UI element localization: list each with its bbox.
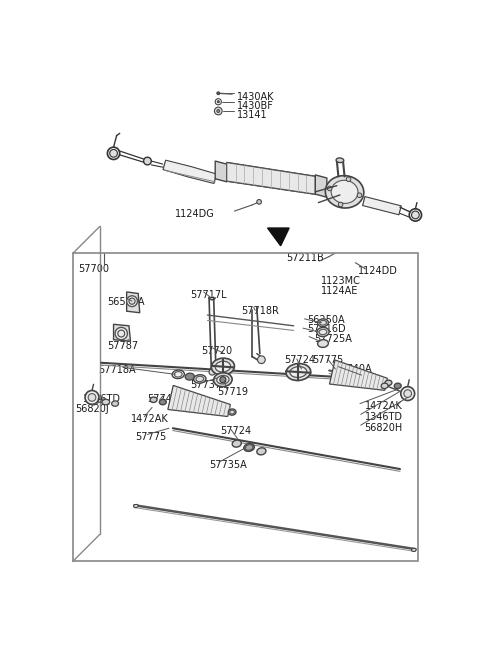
Circle shape — [357, 193, 362, 197]
Ellipse shape — [394, 383, 401, 389]
Ellipse shape — [228, 409, 236, 415]
Ellipse shape — [215, 361, 230, 372]
Ellipse shape — [112, 401, 119, 406]
Ellipse shape — [286, 363, 311, 380]
Circle shape — [217, 92, 220, 95]
Polygon shape — [215, 161, 227, 182]
Circle shape — [88, 393, 96, 401]
Text: 57775: 57775 — [312, 355, 344, 365]
Circle shape — [404, 390, 411, 397]
Circle shape — [409, 209, 421, 221]
Circle shape — [110, 149, 118, 157]
Text: 57719: 57719 — [217, 387, 248, 397]
Text: 57724: 57724 — [285, 355, 316, 365]
Ellipse shape — [150, 397, 157, 402]
Ellipse shape — [411, 548, 416, 552]
Polygon shape — [329, 360, 387, 390]
Text: 1124DG: 1124DG — [175, 209, 215, 219]
Ellipse shape — [325, 176, 364, 208]
Circle shape — [209, 369, 215, 375]
Text: 1124DD: 1124DD — [358, 265, 397, 276]
Circle shape — [144, 157, 151, 165]
Ellipse shape — [331, 180, 358, 203]
Polygon shape — [114, 324, 131, 341]
Text: 1346TD: 1346TD — [365, 412, 403, 422]
Polygon shape — [168, 386, 230, 417]
Ellipse shape — [193, 374, 206, 383]
Text: 57716D: 57716D — [308, 324, 346, 334]
Text: 1123MC: 1123MC — [321, 276, 360, 286]
Text: 57737: 57737 — [191, 380, 222, 391]
Polygon shape — [267, 228, 289, 246]
Circle shape — [129, 298, 135, 304]
Circle shape — [338, 202, 343, 207]
Circle shape — [411, 211, 419, 219]
Text: 57740A: 57740A — [147, 393, 185, 404]
Ellipse shape — [318, 319, 328, 326]
Circle shape — [215, 107, 222, 115]
Text: 57725A: 57725A — [314, 334, 352, 343]
Ellipse shape — [159, 399, 166, 405]
Circle shape — [108, 147, 120, 160]
Text: 57700: 57700 — [78, 264, 109, 275]
Ellipse shape — [185, 373, 194, 380]
Circle shape — [327, 186, 332, 191]
Circle shape — [258, 356, 265, 363]
Text: 56820H: 56820H — [365, 423, 403, 433]
Text: 57720: 57720 — [201, 346, 232, 356]
Circle shape — [401, 387, 415, 400]
Ellipse shape — [381, 383, 388, 389]
Text: 57717L: 57717L — [191, 289, 227, 300]
Text: 57740A: 57740A — [335, 364, 372, 374]
Text: 1346TD: 1346TD — [83, 393, 121, 404]
Ellipse shape — [133, 504, 138, 508]
Circle shape — [85, 391, 99, 404]
Circle shape — [217, 110, 220, 112]
Text: 1472AK: 1472AK — [131, 414, 168, 424]
Text: 13141: 13141 — [237, 110, 267, 120]
Polygon shape — [315, 175, 327, 197]
Text: 57724: 57724 — [220, 426, 251, 436]
Circle shape — [118, 330, 125, 337]
Ellipse shape — [290, 367, 307, 378]
Ellipse shape — [385, 380, 392, 386]
Text: 56820J: 56820J — [75, 404, 109, 413]
Ellipse shape — [172, 370, 184, 378]
Text: 57718A: 57718A — [98, 365, 136, 375]
Circle shape — [346, 177, 351, 182]
Text: 56250A: 56250A — [308, 315, 345, 325]
Ellipse shape — [257, 448, 266, 455]
Text: 57718R: 57718R — [241, 306, 279, 316]
Ellipse shape — [319, 329, 327, 335]
Ellipse shape — [244, 443, 254, 452]
Text: 1430AK: 1430AK — [237, 92, 274, 102]
Bar — [73, 254, 418, 561]
Circle shape — [115, 327, 127, 339]
Text: 57211B: 57211B — [286, 254, 324, 263]
Circle shape — [257, 199, 262, 204]
Circle shape — [220, 376, 226, 383]
Polygon shape — [227, 163, 315, 194]
Ellipse shape — [317, 327, 329, 337]
Polygon shape — [163, 160, 216, 184]
Text: 57775: 57775 — [135, 432, 167, 442]
Text: 1472AK: 1472AK — [365, 401, 402, 411]
Ellipse shape — [232, 440, 241, 447]
Ellipse shape — [217, 376, 229, 384]
Text: 57735A: 57735A — [209, 459, 247, 470]
Circle shape — [217, 101, 219, 103]
Text: 1430BF: 1430BF — [237, 101, 274, 111]
Ellipse shape — [245, 445, 253, 450]
Text: 56534A: 56534A — [108, 297, 145, 308]
Circle shape — [127, 296, 137, 306]
Ellipse shape — [318, 339, 328, 347]
Ellipse shape — [336, 158, 344, 163]
Ellipse shape — [102, 399, 110, 405]
Text: 1124AE: 1124AE — [321, 286, 358, 296]
Polygon shape — [127, 292, 140, 313]
Ellipse shape — [214, 373, 232, 387]
Text: 57787: 57787 — [108, 341, 139, 351]
Polygon shape — [363, 197, 401, 215]
Ellipse shape — [211, 358, 234, 375]
